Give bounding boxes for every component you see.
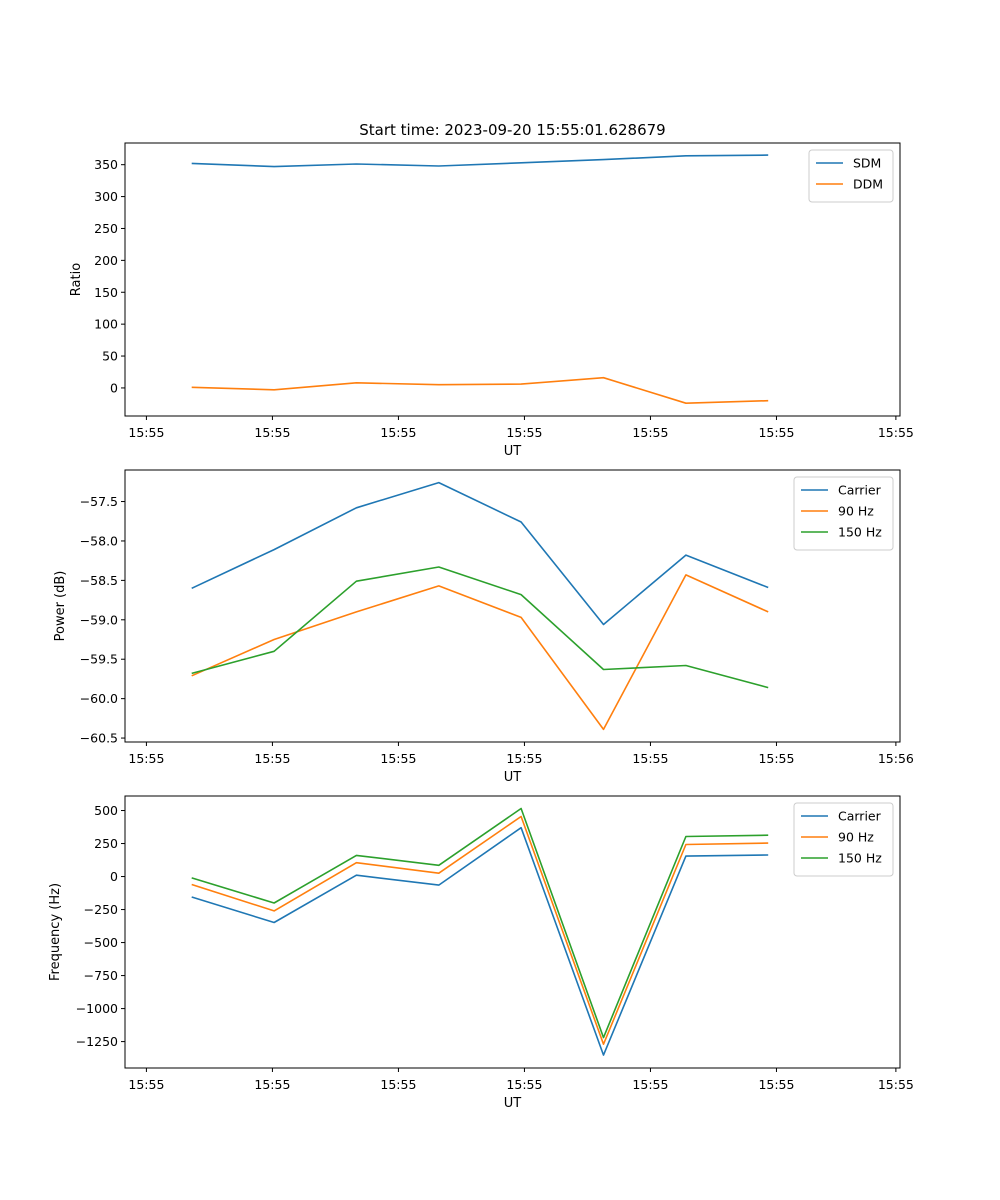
x-tick-label: 15:55: [758, 425, 794, 440]
x-tick-label: 15:55: [632, 1077, 668, 1092]
legend-entry: SDM: [853, 156, 881, 171]
panel-power: −60.5 −60.0 −59.5 −59.0 −58.5 −58.0 −57.5 15:55…: [53, 469, 914, 785]
x-tick-label: 15:55: [254, 751, 290, 766]
series-line-sdm: [191, 154, 769, 168]
axes-frame: [124, 142, 901, 417]
x-axis-label: UT: [504, 1096, 522, 1111]
y-tick-label: 200: [94, 253, 118, 268]
y-tick-label: 0: [110, 869, 118, 884]
y-tick-label: 150: [94, 285, 118, 300]
y-tick-label: −500: [84, 935, 118, 950]
series-line-150-hz: [191, 807, 769, 1039]
y-tick-label: −1250: [76, 1034, 118, 1049]
x-tick-label: 15:55: [128, 751, 164, 766]
legend-entry: 90 Hz: [838, 504, 874, 519]
y-tick-label: −58.5: [80, 573, 118, 588]
legend: SDM DDM: [808, 149, 894, 203]
legend-entry: Carrier: [838, 809, 882, 824]
legend-entry: DDM: [853, 177, 883, 192]
x-tick-label: 15:55: [878, 1077, 914, 1092]
series-line-carrier: [191, 826, 769, 1056]
y-tick-label: −1000: [76, 1001, 118, 1016]
axes-frame: [124, 795, 901, 1069]
legend-entry: 90 Hz: [838, 830, 874, 845]
x-tick-label: 15:56: [878, 751, 914, 766]
x-tick-label: 15:55: [506, 751, 542, 766]
y-tick-label: −60.0: [80, 691, 118, 706]
x-tick-label: 15:55: [380, 1077, 416, 1092]
series-line-90-hz: [191, 815, 769, 1045]
y-tick-label: −59.5: [80, 652, 118, 667]
x-tick-label: 15:55: [254, 1077, 290, 1092]
y-tick-label: −57.5: [80, 494, 118, 509]
x-tick-label: 15:55: [632, 751, 668, 766]
y-tick-label: −750: [84, 968, 118, 983]
y-tick-label: 0: [110, 380, 118, 395]
legend: Carrier 90 Hz 150 Hz: [793, 476, 894, 551]
y-axis-label: Ratio: [69, 263, 84, 296]
x-axis-label: UT: [504, 444, 522, 459]
y-tick-label: 250: [94, 836, 118, 851]
y-tick-label: 100: [94, 317, 118, 332]
x-tick-label: 15:55: [506, 1077, 542, 1092]
axes-frame: [124, 469, 901, 743]
x-tick-label: 15:55: [254, 425, 290, 440]
y-tick-label: 300: [94, 189, 118, 204]
x-tick-label: 15:55: [380, 751, 416, 766]
y-tick-label: −59.0: [80, 612, 118, 627]
series-line-carrier: [191, 481, 769, 626]
y-tick-label: 50: [102, 349, 118, 364]
panel-ratio: 0 50 100 150 200 250 300 350 15:55 15:55 15:55 15:5…: [69, 142, 914, 459]
legend: Carrier 90 Hz 150 Hz: [793, 802, 894, 877]
series-line-ddm: [191, 376, 769, 405]
x-tick-label: 15:55: [128, 1077, 164, 1092]
x-tick-label: 15:55: [878, 425, 914, 440]
y-tick-label: −60.5: [80, 731, 118, 746]
y-axis-label: Frequency (Hz): [48, 883, 63, 981]
legend-entry: 150 Hz: [838, 851, 882, 866]
x-tick-label: 15:55: [380, 425, 416, 440]
y-tick-label: −250: [84, 902, 118, 917]
y-axis-label: Power (dB): [53, 571, 68, 642]
x-tick-label: 15:55: [128, 425, 164, 440]
y-tick-label: 350: [94, 157, 118, 172]
x-tick-label: 15:55: [632, 425, 668, 440]
y-tick-label: 250: [94, 221, 118, 236]
y-tick-label: −58.0: [80, 533, 118, 548]
x-tick-label: 15:55: [506, 425, 542, 440]
x-tick-label: 15:55: [758, 751, 794, 766]
legend-entry: 150 Hz: [838, 525, 882, 540]
series-line-90-hz: [191, 574, 769, 731]
figure-title: Start time: 2023-09-20 15:55:01.628679: [359, 121, 665, 139]
legend-entry: Carrier: [838, 483, 882, 498]
x-tick-label: 15:55: [758, 1077, 794, 1092]
series-line-150-hz: [191, 566, 769, 689]
y-tick-label: 500: [94, 803, 118, 818]
x-axis-label: UT: [504, 770, 522, 785]
panel-frequency: −1250 −1000 −750 −500 −250 0 250 500 15:55 15:55 1…: [48, 795, 914, 1111]
